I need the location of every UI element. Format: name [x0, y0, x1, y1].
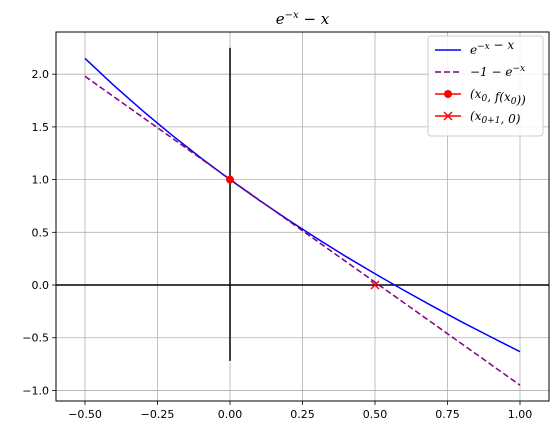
legend-label: (x0, f(x0)) — [470, 87, 526, 107]
x-axis-ticks: −0.50 −0.25 0.00 0.25 0.50 0.75 1.00 — [68, 401, 532, 421]
title-tail: − x — [299, 10, 330, 28]
y-tick-label: 0.5 — [32, 226, 50, 239]
y-axis-ticks: −1.0 −0.5 0.0 0.5 1.0 1.5 2.0 — [22, 68, 56, 397]
y-tick-label: 0.0 — [32, 279, 50, 292]
legend-marker — [443, 111, 453, 121]
chart-title: e−x − x — [276, 10, 330, 28]
y-tick-label: −0.5 — [22, 332, 49, 345]
legend-marker — [444, 90, 452, 98]
x-tick-label: 0.75 — [435, 408, 460, 421]
legend-label: −1 − e−x — [470, 64, 525, 79]
y-tick-label: 1.0 — [32, 174, 50, 187]
legend-item: e−x − x — [435, 38, 514, 57]
axis-lines — [56, 47, 549, 361]
legend-label: e−x − x — [470, 38, 514, 57]
x-tick-label: 0.25 — [290, 408, 315, 421]
legend-box — [427, 35, 544, 137]
data-point-3 — [370, 280, 380, 290]
title-superscript: −x — [285, 10, 299, 21]
series-line-1 — [84, 75, 521, 386]
title-main: e — [276, 10, 285, 28]
legend: e−x − x −1 − e−x (x0, f(x0)) (x0+1, 0) — [427, 35, 544, 137]
legend-item: (x0+1, 0) — [435, 109, 521, 126]
x-tick-label: 0.00 — [218, 408, 243, 421]
data-point-2 — [226, 175, 234, 184]
x-tick-label: −0.25 — [141, 408, 175, 421]
y-tick-label: 1.5 — [32, 121, 50, 134]
legend-label: (x0+1, 0) — [470, 109, 521, 126]
series-group — [84, 57, 521, 386]
series-line-0 — [84, 57, 521, 353]
legend-item: −1 − e−x — [435, 64, 525, 79]
y-tick-label: −1.0 — [22, 384, 49, 397]
legend-item: (x0, f(x0)) — [435, 87, 526, 107]
x-tick-label: 0.50 — [363, 408, 388, 421]
x-tick-label: −0.50 — [68, 408, 102, 421]
x-tick-label: 1.00 — [508, 408, 533, 421]
y-tick-label: 2.0 — [32, 68, 50, 81]
